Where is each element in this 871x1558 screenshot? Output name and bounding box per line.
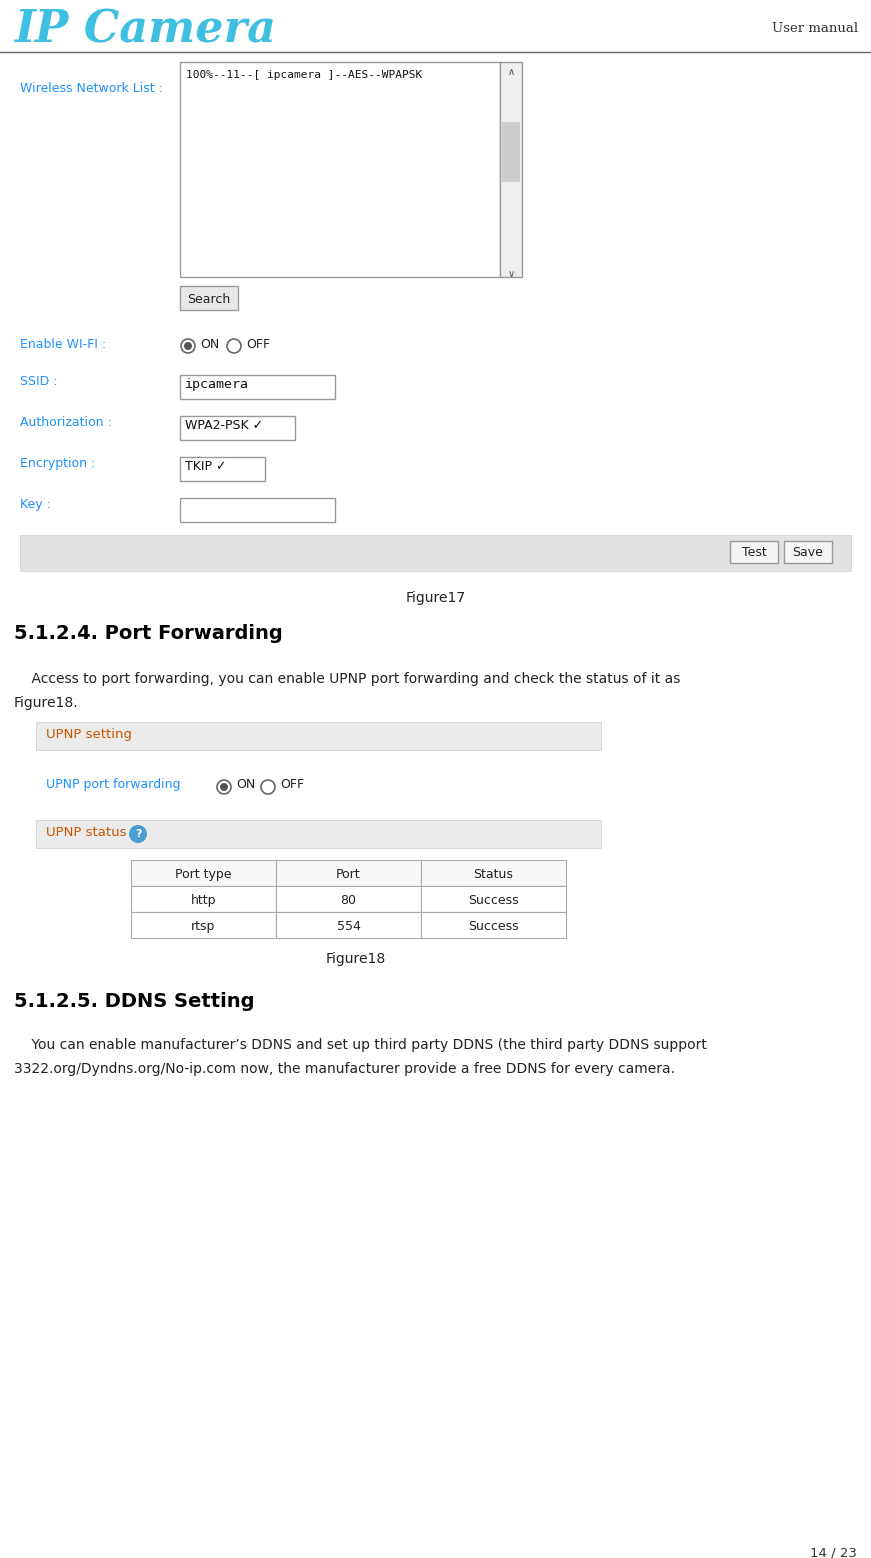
Bar (36, 820, 601, 848)
Text: IP Camera: IP Camera (14, 8, 276, 51)
Text: OFF: OFF (246, 338, 270, 351)
Text: User manual: User manual (772, 22, 858, 34)
Circle shape (217, 781, 231, 795)
Bar (180, 456, 265, 481)
Bar (730, 541, 778, 562)
Text: Port type: Port type (175, 868, 232, 880)
Text: Key :: Key : (20, 499, 51, 511)
Text: ipcamera: ipcamera (185, 379, 249, 391)
Bar (784, 541, 832, 562)
Text: 14 / 23: 14 / 23 (810, 1546, 857, 1558)
Text: You can enable manufacturer’s DDNS and set up third party DDNS (the third party : You can enable manufacturer’s DDNS and s… (14, 1038, 707, 1052)
Text: Encryption :: Encryption : (20, 456, 95, 471)
Text: Search: Search (187, 293, 231, 305)
Text: Success: Success (469, 893, 519, 907)
Bar (500, 62, 522, 277)
Text: 100%--11--[ ipcamera ]--AES--WPAPSK: 100%--11--[ ipcamera ]--AES--WPAPSK (186, 70, 422, 79)
Bar (131, 911, 276, 938)
Text: SSID :: SSID : (20, 375, 57, 388)
Circle shape (227, 340, 241, 354)
Text: 554: 554 (336, 919, 361, 933)
Bar (180, 62, 500, 277)
Circle shape (261, 781, 275, 795)
Bar (131, 860, 276, 887)
Text: WPA2-PSK ✓: WPA2-PSK ✓ (185, 419, 263, 432)
Bar (276, 860, 421, 887)
Text: Authorization :: Authorization : (20, 416, 111, 428)
Circle shape (129, 826, 147, 843)
Text: ?: ? (135, 829, 141, 840)
Text: UPNP port forwarding: UPNP port forwarding (46, 777, 180, 791)
Bar (421, 911, 566, 938)
Text: Figure18: Figure18 (326, 952, 386, 966)
Text: ON: ON (200, 338, 219, 351)
Text: ON: ON (236, 777, 255, 791)
Bar (276, 887, 421, 911)
Text: Save: Save (793, 545, 823, 558)
Bar (180, 499, 335, 522)
Text: Figure17: Figure17 (405, 590, 466, 605)
Bar (421, 887, 566, 911)
Bar (20, 534, 851, 570)
Text: ∧: ∧ (508, 67, 515, 76)
Text: Success: Success (469, 919, 519, 933)
Text: OFF: OFF (280, 777, 304, 791)
Circle shape (184, 343, 192, 351)
Text: 3322.org/Dyndns.org/No-ip.com now, the manufacturer provide a free DDNS for ever: 3322.org/Dyndns.org/No-ip.com now, the m… (14, 1063, 675, 1077)
Circle shape (220, 784, 228, 791)
Text: TKIP ✓: TKIP ✓ (185, 460, 226, 474)
Text: Status: Status (474, 868, 513, 880)
Bar (502, 122, 520, 182)
Bar (180, 375, 335, 399)
Text: UPNP status: UPNP status (46, 826, 126, 840)
Bar (180, 287, 238, 310)
Text: 80: 80 (341, 893, 356, 907)
Bar (276, 911, 421, 938)
Text: rtsp: rtsp (192, 919, 216, 933)
Text: Access to port forwarding, you can enable UPNP port forwarding and check the sta: Access to port forwarding, you can enabl… (14, 671, 680, 686)
Bar (131, 887, 276, 911)
Bar (421, 860, 566, 887)
Bar (180, 416, 295, 439)
Text: Figure18.: Figure18. (14, 696, 78, 710)
Text: Test: Test (741, 545, 766, 558)
Text: 5.1.2.5. DDNS Setting: 5.1.2.5. DDNS Setting (14, 992, 254, 1011)
Text: ∨: ∨ (508, 270, 515, 279)
Text: Port: Port (336, 868, 361, 880)
Circle shape (181, 340, 195, 354)
Text: Enable WI-FI :: Enable WI-FI : (20, 338, 106, 351)
Bar (36, 721, 601, 749)
Text: 5.1.2.4. Port Forwarding: 5.1.2.4. Port Forwarding (14, 625, 283, 643)
Text: UPNP setting: UPNP setting (46, 728, 132, 742)
Text: Wireless Network List :: Wireless Network List : (20, 83, 163, 95)
Text: http: http (191, 893, 216, 907)
